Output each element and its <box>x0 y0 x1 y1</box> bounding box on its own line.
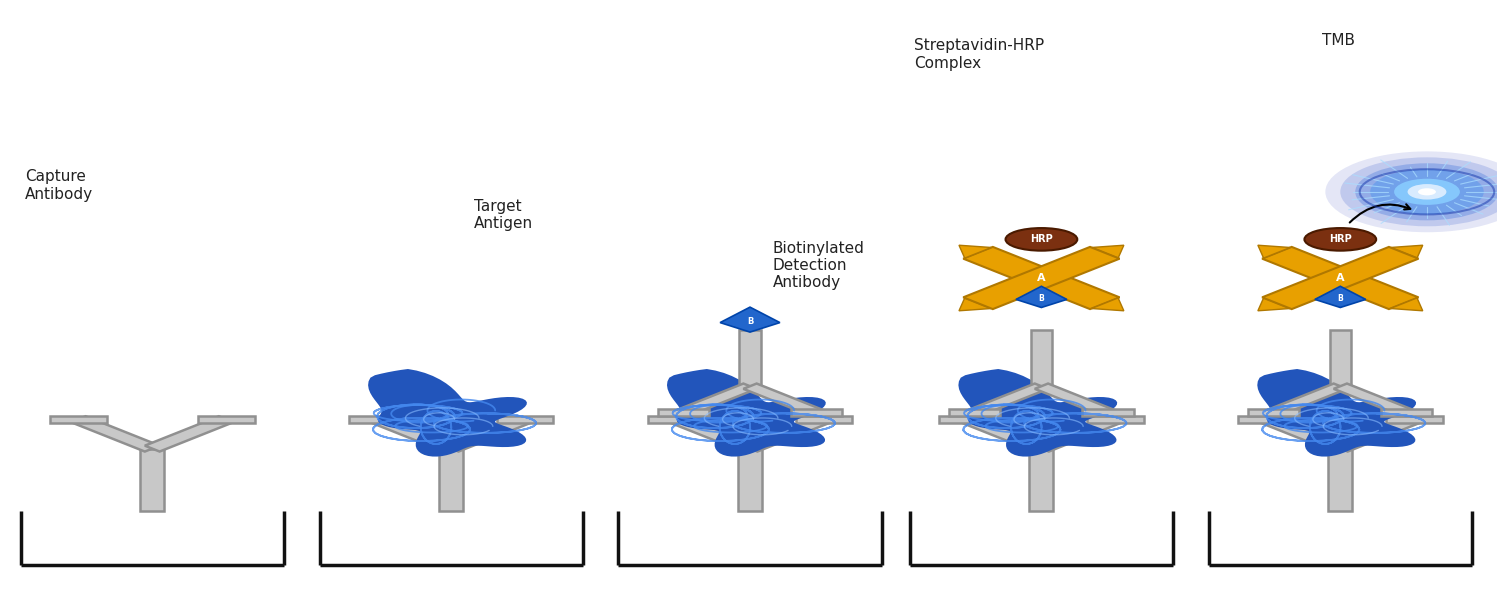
Polygon shape <box>1268 383 1347 415</box>
Bar <box>738 449 762 511</box>
Bar <box>440 449 464 511</box>
Polygon shape <box>1316 286 1365 307</box>
Bar <box>496 416 554 423</box>
Polygon shape <box>669 416 758 452</box>
Text: A: A <box>1336 273 1344 283</box>
Bar <box>658 409 710 416</box>
Bar <box>790 409 842 416</box>
Text: TMB: TMB <box>1323 32 1356 47</box>
Polygon shape <box>1035 383 1114 415</box>
Polygon shape <box>1262 247 1419 309</box>
Polygon shape <box>1092 298 1124 311</box>
Bar <box>1088 416 1144 423</box>
Polygon shape <box>958 369 1118 457</box>
Bar <box>648 416 705 423</box>
Bar <box>741 335 759 386</box>
Bar <box>1030 330 1051 386</box>
Bar <box>1083 409 1134 416</box>
Polygon shape <box>668 369 826 457</box>
Circle shape <box>1356 163 1498 220</box>
Polygon shape <box>958 298 992 311</box>
Circle shape <box>1394 179 1460 205</box>
Bar <box>141 449 164 511</box>
Polygon shape <box>1258 245 1290 258</box>
Polygon shape <box>1092 245 1124 258</box>
Polygon shape <box>676 383 756 415</box>
Ellipse shape <box>1305 228 1376 251</box>
Text: Biotinylated
Detection
Antibody: Biotinylated Detection Antibody <box>772 241 864 290</box>
Polygon shape <box>1334 383 1413 415</box>
Polygon shape <box>444 416 532 452</box>
Polygon shape <box>1262 247 1419 309</box>
Text: B: B <box>1038 294 1044 303</box>
Polygon shape <box>958 245 992 258</box>
Bar <box>1238 416 1294 423</box>
Circle shape <box>1370 169 1484 214</box>
Text: A: A <box>1036 273 1046 283</box>
Polygon shape <box>1258 298 1290 311</box>
Bar <box>795 416 852 423</box>
Polygon shape <box>963 247 1119 309</box>
Circle shape <box>1341 157 1500 226</box>
Polygon shape <box>1390 298 1422 311</box>
Bar <box>348 416 405 423</box>
Polygon shape <box>960 416 1048 452</box>
Bar <box>1386 416 1443 423</box>
Text: HRP: HRP <box>1030 235 1053 244</box>
Bar <box>50 416 106 423</box>
Circle shape <box>1418 188 1436 196</box>
Polygon shape <box>744 383 824 415</box>
Polygon shape <box>369 416 459 452</box>
Bar <box>740 330 760 386</box>
Bar <box>950 409 1000 416</box>
Ellipse shape <box>1005 228 1077 251</box>
Text: Streptavidin-HRP
Complex: Streptavidin-HRP Complex <box>915 38 1044 71</box>
Bar <box>1029 449 1053 511</box>
Bar <box>1329 449 1353 511</box>
Polygon shape <box>146 416 234 452</box>
Text: B: B <box>747 317 753 326</box>
Bar <box>1329 330 1352 386</box>
Polygon shape <box>720 307 780 332</box>
Polygon shape <box>70 416 159 452</box>
Polygon shape <box>1390 245 1422 258</box>
Text: HRP: HRP <box>1329 235 1352 244</box>
Bar <box>1248 409 1299 416</box>
Polygon shape <box>1334 416 1422 452</box>
Bar <box>1382 409 1432 416</box>
Circle shape <box>1326 151 1500 232</box>
Text: Capture
Antibody: Capture Antibody <box>26 169 93 202</box>
Polygon shape <box>1034 416 1124 452</box>
Bar <box>939 416 996 423</box>
Polygon shape <box>1258 416 1347 452</box>
Bar <box>198 416 255 423</box>
Circle shape <box>1407 184 1446 200</box>
Text: Target
Antigen: Target Antigen <box>474 199 532 232</box>
Polygon shape <box>963 247 1119 309</box>
Polygon shape <box>968 383 1048 415</box>
Polygon shape <box>1257 369 1416 457</box>
Polygon shape <box>742 416 831 452</box>
Polygon shape <box>1016 286 1066 307</box>
Bar <box>1330 335 1350 386</box>
Polygon shape <box>368 369 526 457</box>
Bar <box>1032 335 1052 386</box>
Text: B: B <box>1338 294 1342 303</box>
